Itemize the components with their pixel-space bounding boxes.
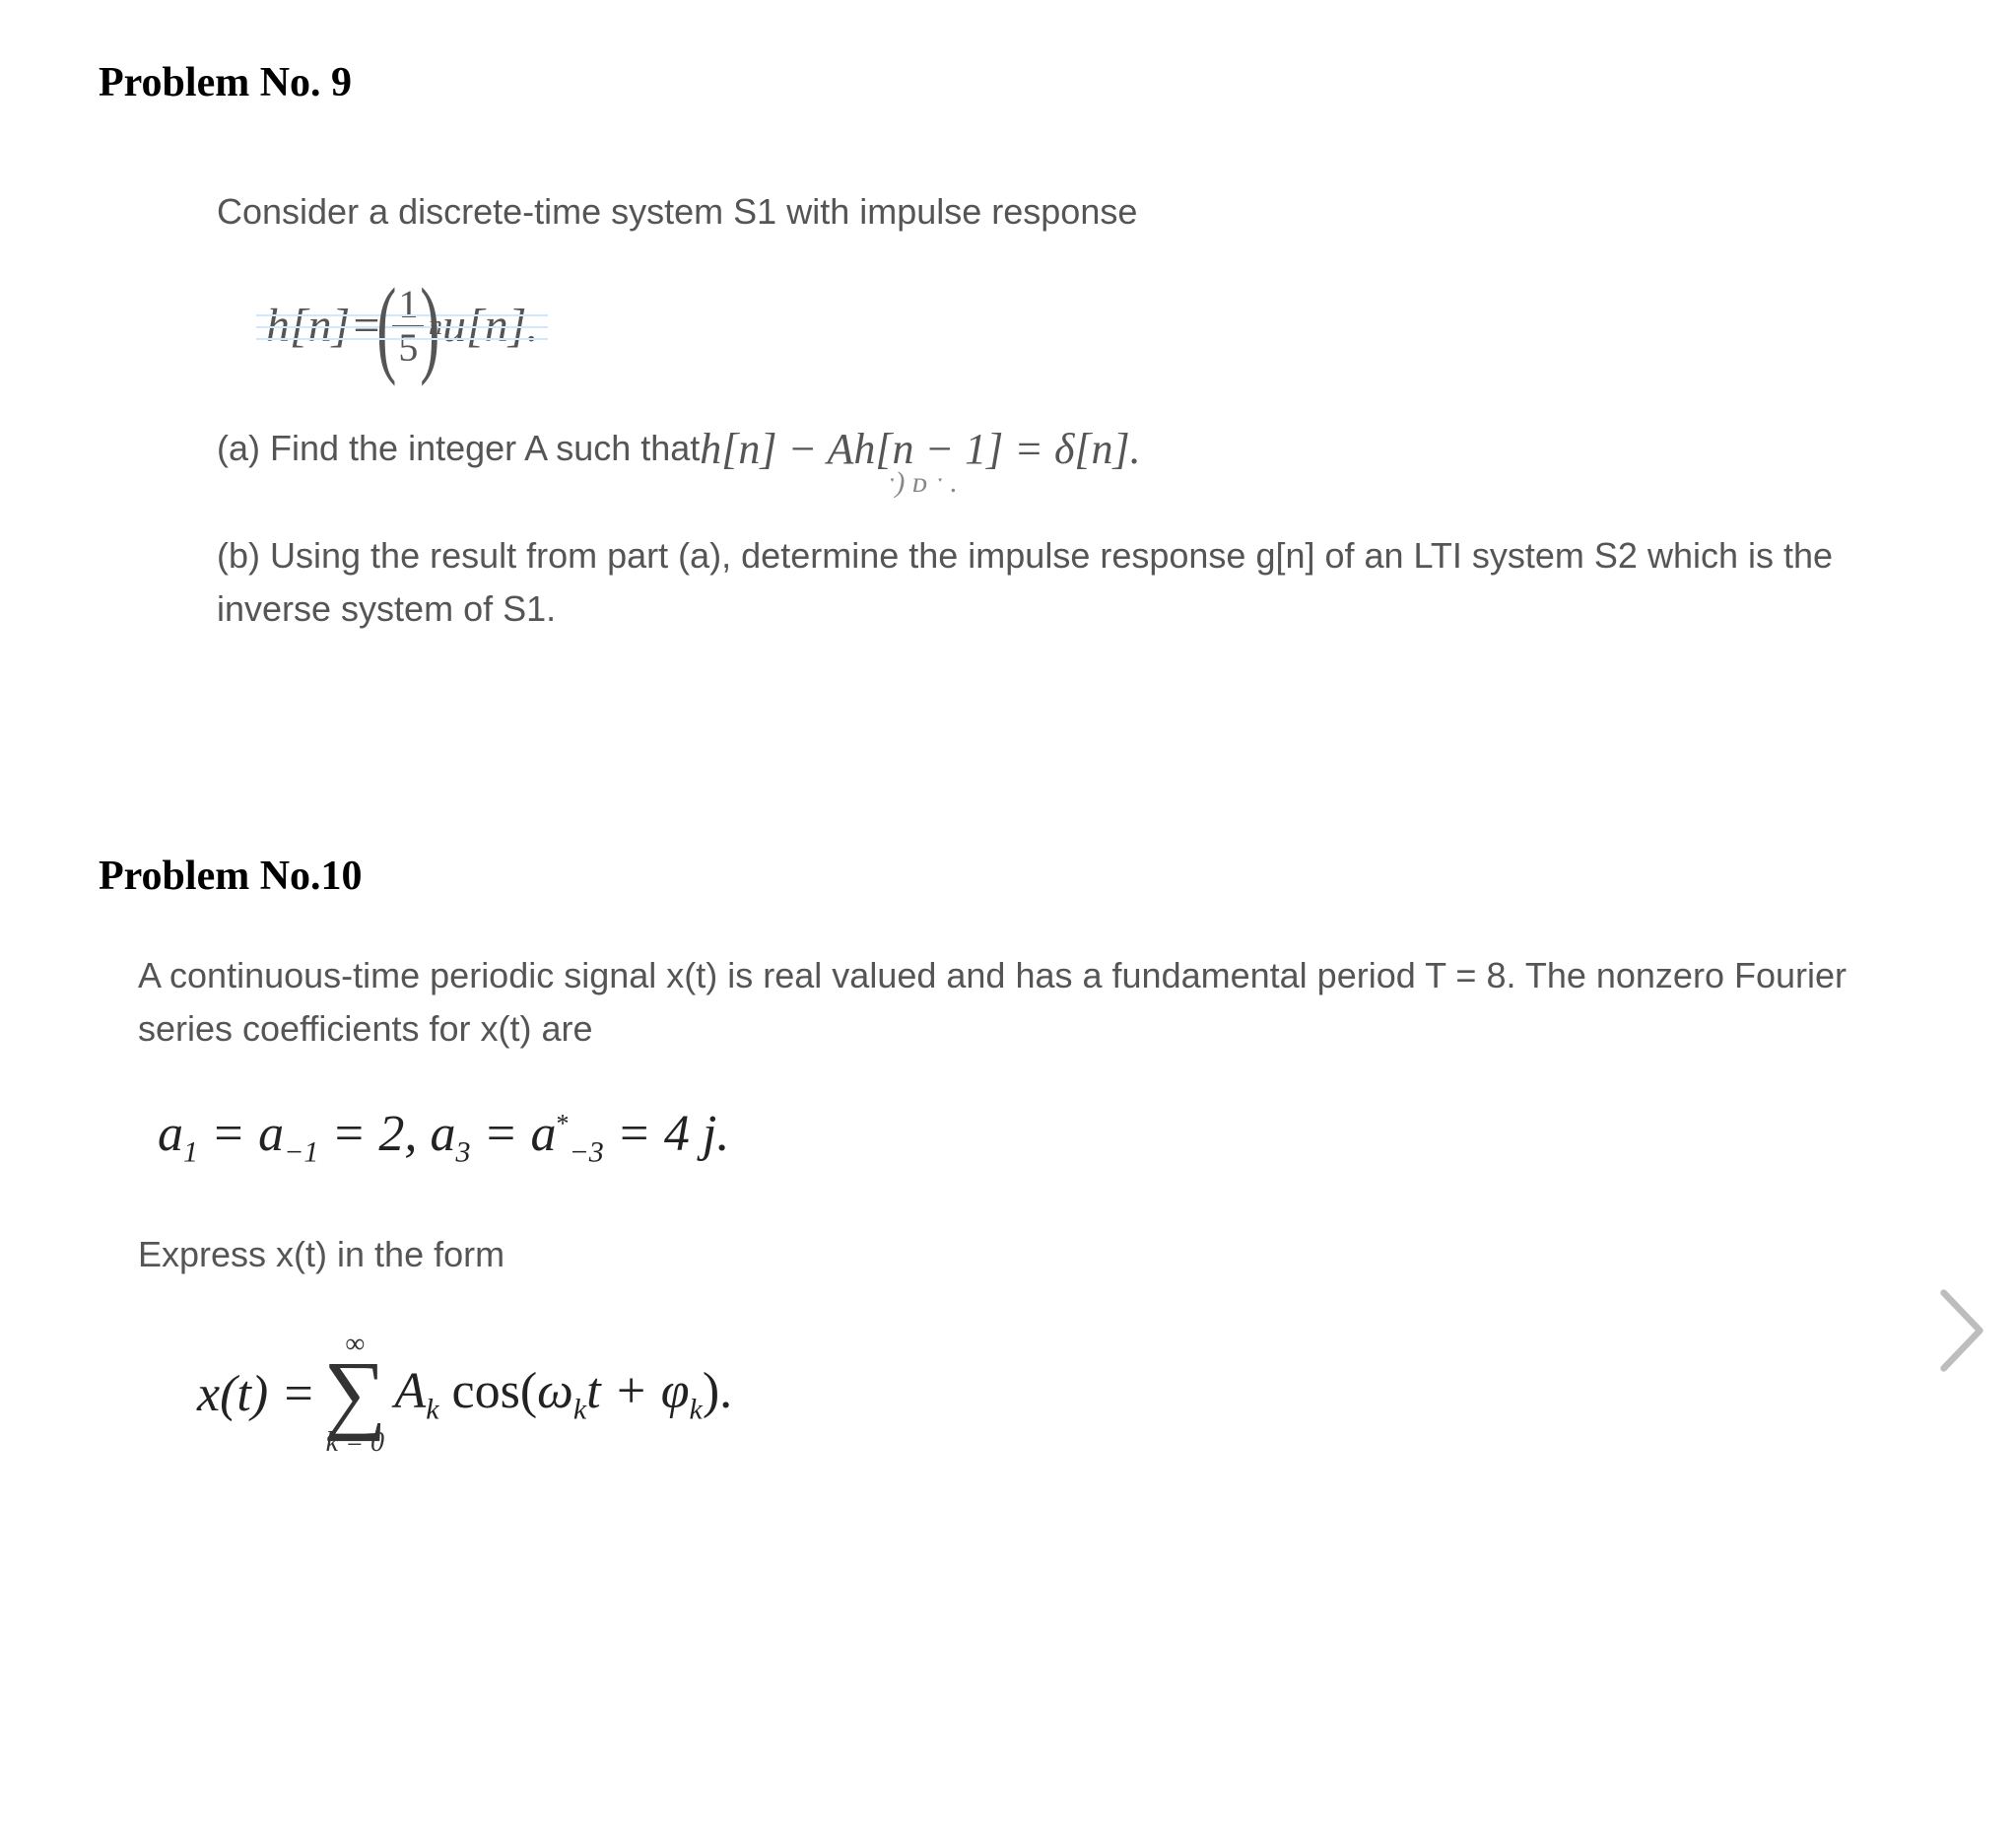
- coef-astar-sub: −3: [570, 1135, 604, 1168]
- coef-a-1: a: [258, 1106, 284, 1162]
- coef-astar-sup: *: [557, 1110, 570, 1138]
- problem-10-intro: A continuous-time periodic signal x(t) i…: [138, 949, 1917, 1056]
- phi: φ: [661, 1363, 690, 1419]
- impulse-response-equation: h[n] = ( 1 5 ) n u[n].: [256, 278, 1917, 375]
- problem-9-heading: Problem No. 9: [99, 59, 1917, 106]
- coef-a-1-sub: −1: [284, 1135, 318, 1168]
- coef-a3-sub: 3: [455, 1135, 470, 1168]
- omega-sub: k: [573, 1393, 586, 1425]
- coef-a1: a: [158, 1106, 183, 1162]
- sum-lhs: x(t) =: [197, 1365, 315, 1423]
- fourier-coefficients-equation: a1 = a−1 = 2, a3 = a*−3 = 4 j.: [158, 1105, 1917, 1169]
- coef-a1-sub: 1: [183, 1135, 198, 1168]
- coef-eq2: =: [483, 1106, 530, 1162]
- t-plus: t +: [586, 1363, 661, 1419]
- coef-val2: = 4 j.: [617, 1106, 730, 1162]
- problem-10-heading: Problem No.10: [99, 853, 1917, 900]
- right-paren-icon: ): [421, 289, 440, 365]
- phi-sub: k: [690, 1393, 703, 1425]
- term-A-sub: k: [426, 1393, 438, 1425]
- term-A: A: [394, 1363, 426, 1419]
- coef-astar: a: [531, 1106, 557, 1162]
- coef-a3: a: [430, 1106, 455, 1162]
- sum-close: ).: [703, 1363, 732, 1419]
- coef-eq1: =: [211, 1106, 258, 1162]
- coef-val1: = 2,: [331, 1106, 430, 1162]
- problem-9-body: Consider a discrete-time system S1 with …: [217, 185, 1917, 636]
- sum-expression: x(t) = ∞ ∑ k = 0 Ak cos(ωkt + φk).: [197, 1331, 1917, 1457]
- part-b-text: (b) Using the result from part (a), dete…: [217, 529, 1917, 636]
- left-paren-icon: (: [376, 289, 396, 365]
- problem-10-body: A continuous-time periodic signal x(t) i…: [138, 949, 1917, 1457]
- sigma-bottom: k = 0: [326, 1429, 384, 1457]
- chevron-right-icon: [1937, 1286, 1986, 1375]
- cos-fn: cos(: [452, 1363, 538, 1419]
- sigma-icon: ∞ ∑ k = 0: [323, 1331, 386, 1457]
- next-button[interactable]: [1927, 1271, 1996, 1390]
- problem-9-intro: Consider a discrete-time system S1 with …: [217, 185, 1917, 239]
- omega: ω: [537, 1363, 573, 1419]
- part-a-prefix: (a) Find the integer A such that: [217, 424, 700, 473]
- express-line: Express x(t) in the form: [138, 1228, 1917, 1281]
